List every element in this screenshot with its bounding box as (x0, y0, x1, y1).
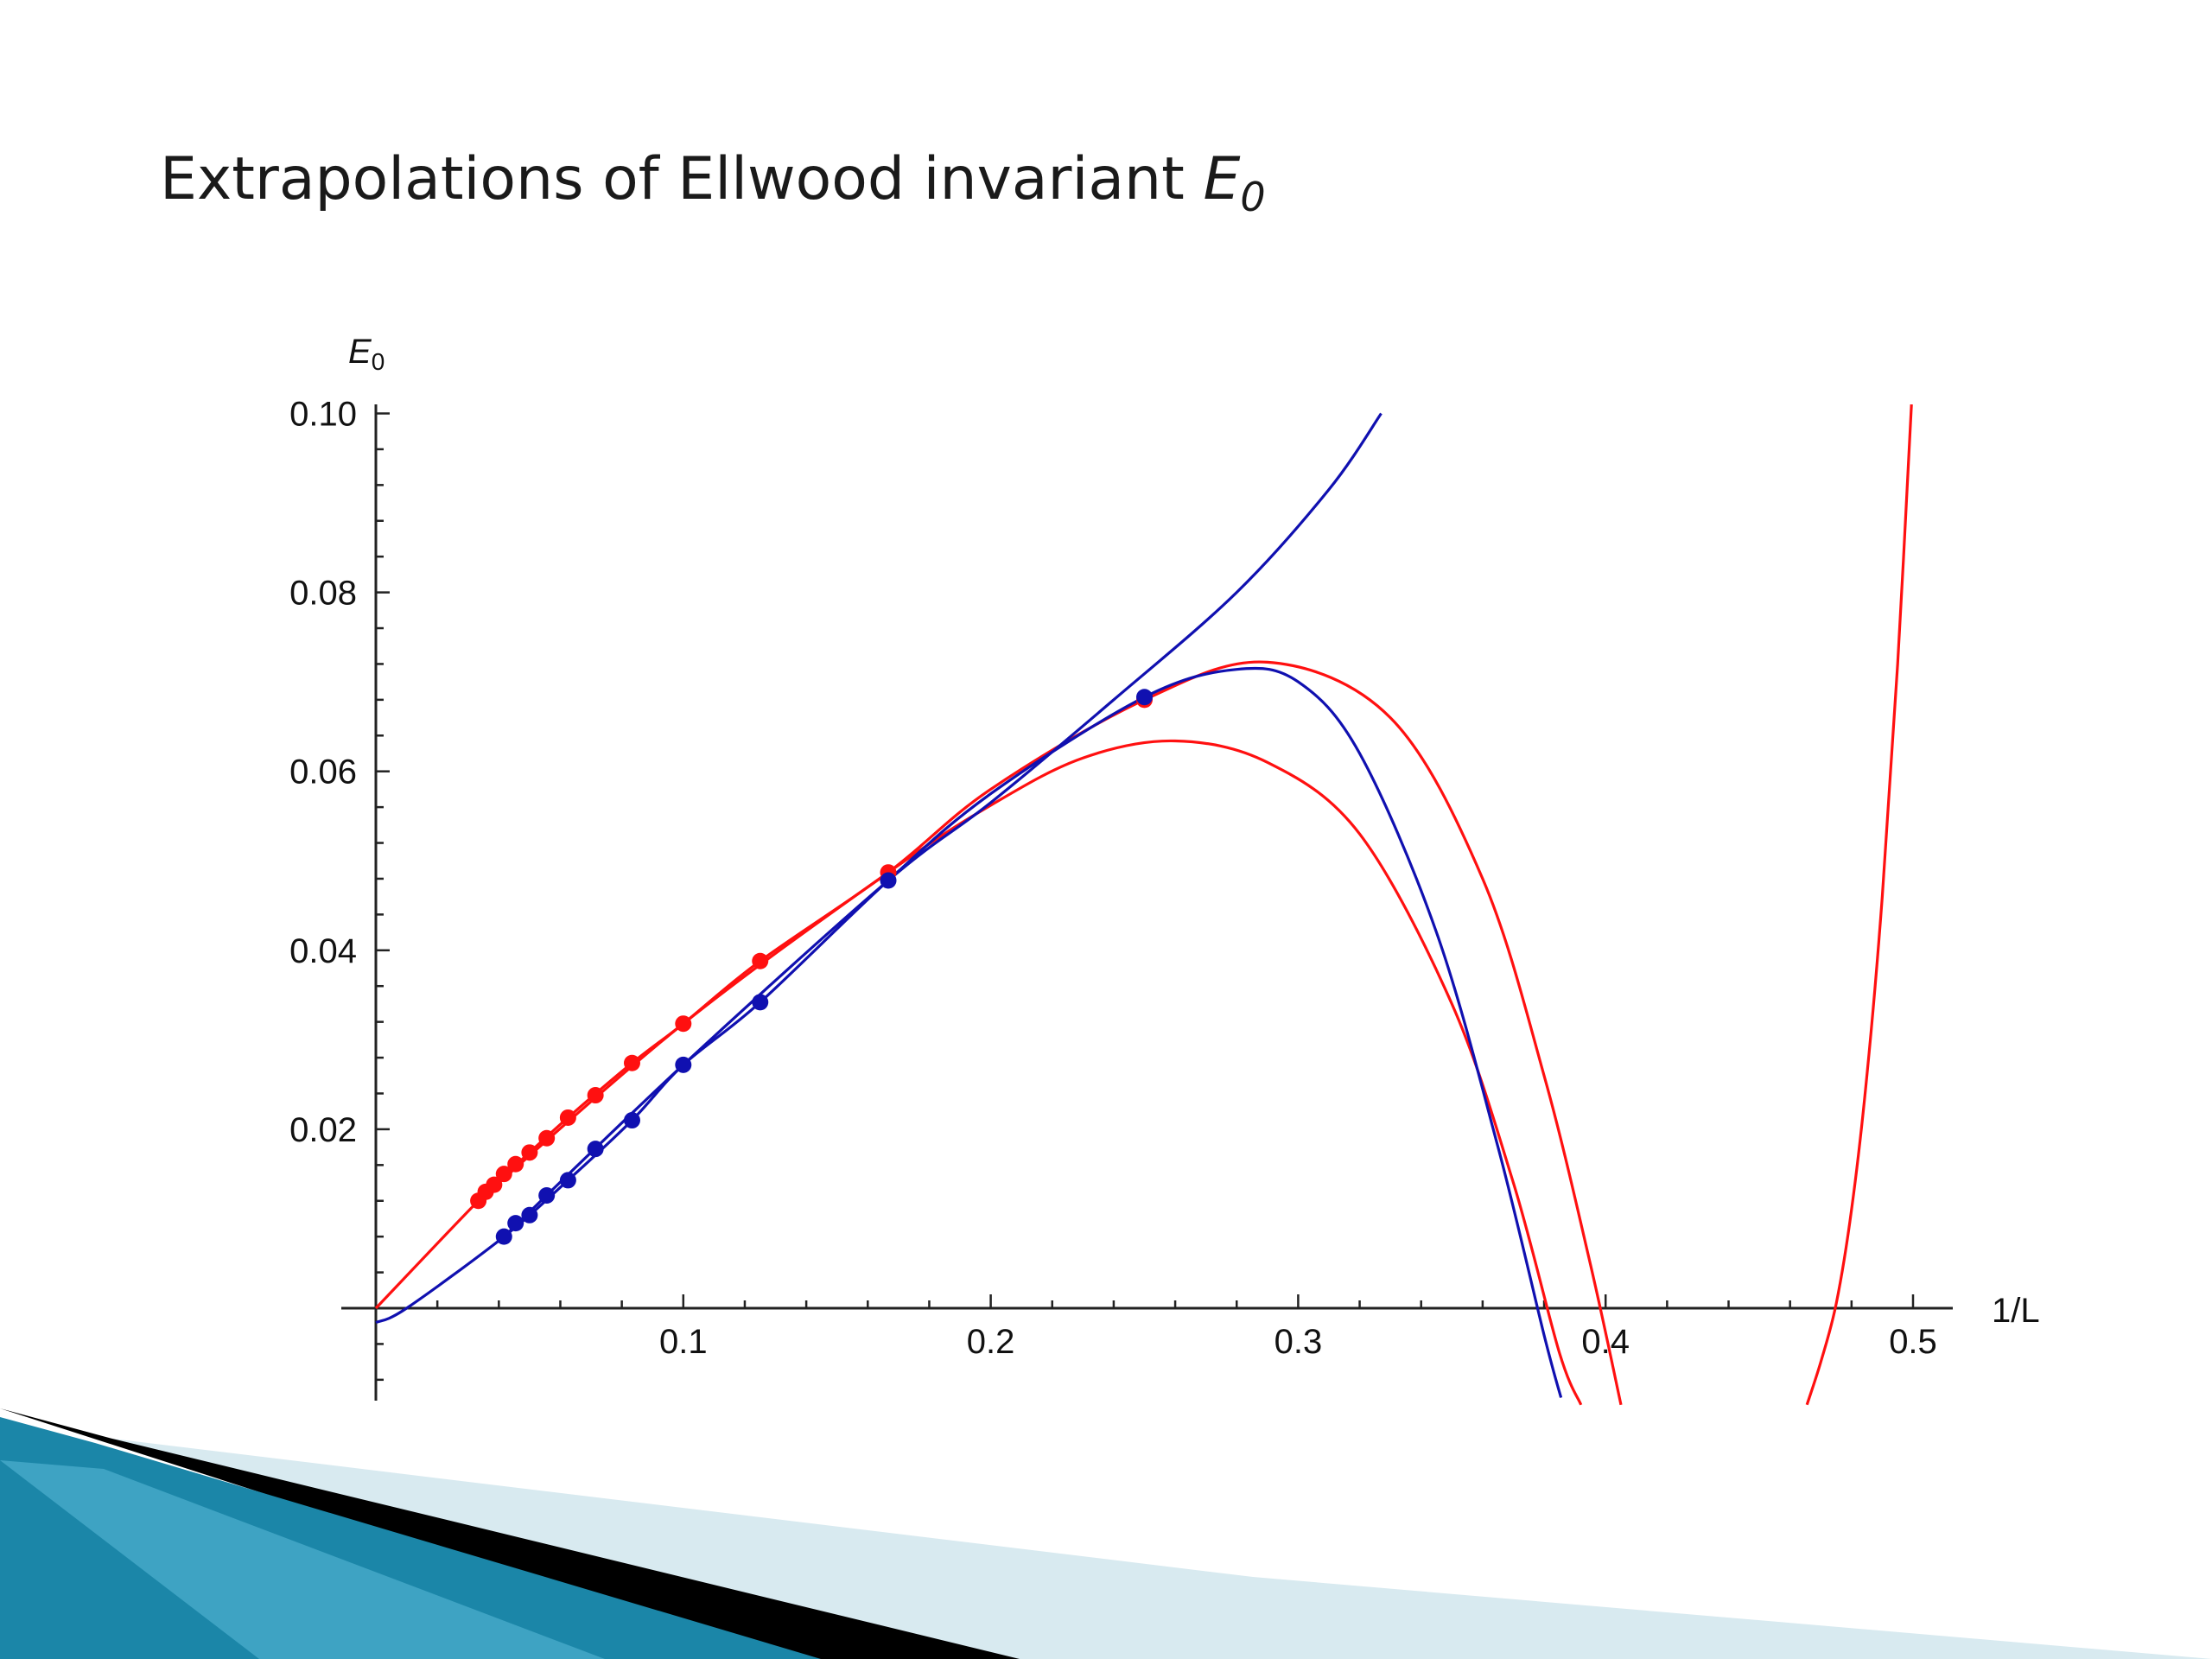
red-data-point (507, 1155, 524, 1173)
blue-data-point (1136, 689, 1153, 706)
red-data-point (675, 1015, 692, 1033)
decor-teal-highlight (0, 1460, 605, 1659)
red-data-point (559, 1109, 576, 1126)
y-tick-label: 0.06 (289, 753, 357, 791)
y-tick-label: 0.10 (289, 396, 357, 434)
red-data-point (495, 1166, 512, 1183)
red-data-point (521, 1144, 538, 1161)
tick-labels: 0.1 0.2 0.3 0.4 0.50.020.040.060.080.10 (289, 396, 1937, 1362)
red-data-point (587, 1087, 604, 1104)
points (470, 689, 1153, 1245)
red-data-point (486, 1176, 503, 1193)
y-axis-label-symbol: E (348, 333, 372, 371)
slide-title-text: Extrapolations of Ellwood invariant (160, 145, 1204, 213)
x-tick-label: 0.5 (1889, 1323, 1937, 1361)
blue-data-point (587, 1141, 604, 1158)
ticks (376, 412, 1915, 1382)
blue-data-point (521, 1206, 538, 1224)
x-tick-label: 0.1 (659, 1323, 708, 1361)
blue-data-point (538, 1187, 556, 1205)
axes (341, 404, 1953, 1401)
blue-data-point (507, 1215, 524, 1232)
red-data-point (752, 952, 769, 969)
y-axis-label-subscript: 0 (372, 348, 385, 375)
blue-data-point (495, 1228, 512, 1245)
blue-data-point (752, 994, 769, 1011)
slide-title-subscript: 0 (1240, 174, 1266, 220)
slide-title: Extrapolations of Ellwood invariant E0 (160, 145, 1266, 220)
x-tick-label: 0.3 (1274, 1323, 1323, 1361)
blue-data-point (623, 1112, 640, 1129)
y-axis-label: E0 (348, 333, 385, 375)
blue-data-point (559, 1172, 576, 1189)
red-data-point (623, 1054, 640, 1071)
y-tick-label: 0.04 (289, 932, 357, 970)
y-tick-label: 0.02 (289, 1111, 357, 1149)
y-tick-label: 0.08 (289, 575, 357, 613)
red-fit-curve (477, 739, 1583, 1406)
x-axis-label: 1/L (1992, 1292, 2040, 1330)
x-tick-label: 0.2 (967, 1323, 1015, 1361)
red-fit-curve (1805, 404, 1913, 1406)
red-data-point (538, 1129, 556, 1147)
blue-data-point (675, 1056, 692, 1073)
blue-data-point (880, 872, 897, 889)
slide-title-symbol: E (1203, 145, 1241, 213)
